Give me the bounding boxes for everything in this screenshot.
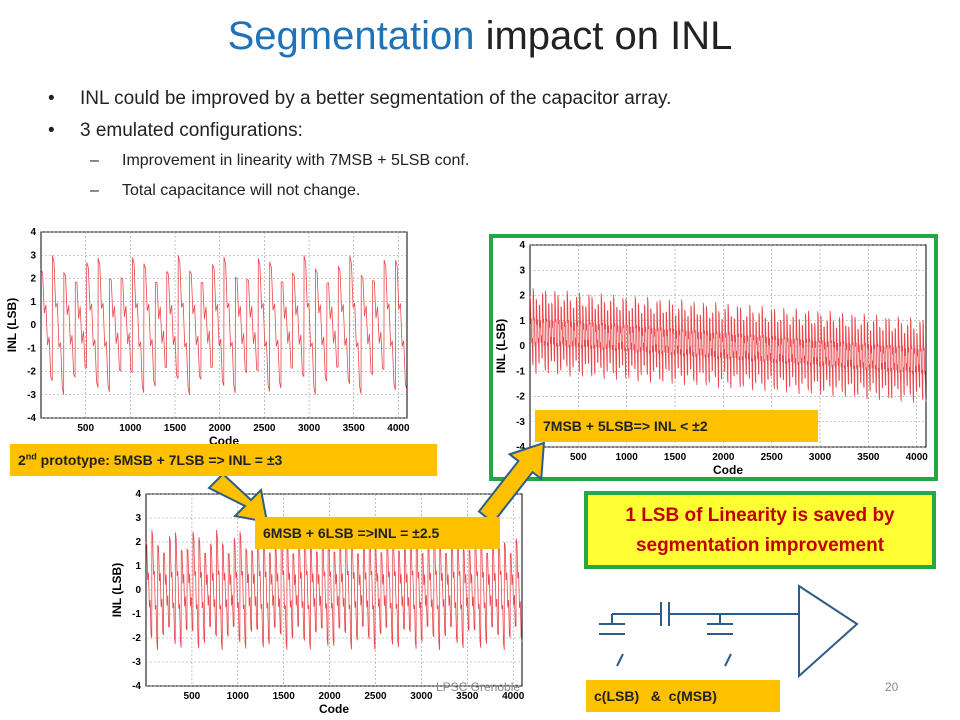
x-axis-label: Code	[319, 702, 349, 716]
x-tick-label: 500	[570, 452, 587, 463]
x-tick-label: 3500	[343, 423, 366, 434]
x-axis-label: Code	[713, 463, 743, 477]
y-tick-label: 1	[30, 297, 36, 308]
y-axis-label: INL (LSB)	[5, 298, 19, 352]
inl-series-line	[529, 288, 927, 403]
x-tick-label: 2500	[761, 452, 784, 463]
x-tick-label: 3500	[857, 452, 880, 463]
x-tick-label: 4000	[502, 691, 525, 702]
footer-page-number: 20	[885, 680, 899, 694]
bullet-2: • 3 emulated configurations:	[48, 120, 303, 141]
y-tick-label: -1	[27, 343, 36, 354]
x-tick-label: 4000	[906, 452, 929, 463]
x-tick-label: 1500	[664, 452, 687, 463]
y-tick-label: -4	[27, 413, 36, 424]
y-tick-label: -4	[132, 681, 141, 692]
inl-series-line	[145, 529, 523, 651]
y-axis-label: INL (LSB)	[110, 563, 124, 617]
y-tick-label: 3	[135, 513, 141, 524]
y-tick-label: -3	[27, 390, 36, 401]
y-tick-label: 3	[519, 265, 525, 276]
x-tick-label: 500	[184, 691, 201, 702]
sub-bullet-2-text: Total capacitance will not change.	[122, 182, 361, 199]
y-tick-label: -1	[516, 366, 525, 377]
y-tick-label: -2	[132, 633, 141, 644]
caps-label: c(LSB) & c(MSB)	[586, 680, 780, 712]
x-tick-label: 500	[77, 423, 94, 434]
inl-chart-5msb-7lsb: 500 1000 1500 2000 2500 3000 3500 4000 4 3 2 1 0 -1 -2…	[5, 227, 410, 448]
y-tick-label: -2	[516, 392, 525, 403]
x-tick-label: 2500	[364, 691, 387, 702]
sub-bullet-2: – Total capacitance will not change.	[90, 182, 361, 199]
y-tick-label: 2	[30, 274, 36, 285]
y-tick-label: 0	[135, 585, 141, 596]
sub-bullet-1: – Improvement in linearity with 7MSB + 5L…	[90, 152, 470, 169]
bullet-1: • INL could be improved by a better segme…	[48, 88, 672, 109]
y-tick-label: 0	[30, 320, 36, 331]
x-tick-label: 4000	[387, 423, 410, 434]
x-tick-label: 2500	[253, 423, 276, 434]
arrow-down-right-shape	[207, 472, 269, 524]
y-tick-label: -3	[132, 657, 141, 668]
x-tick-label: 2000	[209, 423, 232, 434]
mid-config-label: 6MSB + 6LSB =>INL = ±2.5	[255, 517, 500, 549]
x-tick-label: 1000	[616, 452, 639, 463]
callout-line-1: 1 LSB of Linearity is saved by	[625, 505, 895, 526]
x-tick-label: 2000	[712, 452, 735, 463]
x-tick-label: 3000	[298, 423, 321, 434]
best-config-label: 7MSB + 5LSB=> INL < ±2	[535, 410, 818, 442]
y-tick-label: -2	[27, 367, 36, 378]
y-tick-label: 1	[135, 561, 141, 572]
x-tick-label: 1500	[273, 691, 296, 702]
y-tick-label: 4	[519, 240, 525, 251]
callout-line-2: segmentation improvement	[635, 535, 885, 556]
y-tick-label: 2	[135, 537, 141, 548]
y-tick-label: 0	[519, 341, 525, 352]
y-tick-label: 2	[519, 291, 525, 302]
x-tick-label: 3000	[809, 452, 832, 463]
arrow-up-right	[477, 441, 546, 520]
y-tick-label: 4	[30, 227, 36, 238]
x-tick-label: 1500	[164, 423, 187, 434]
proto-label-prefix: 2	[18, 452, 26, 468]
y-tick-label: 4	[135, 489, 141, 500]
inl-series-line	[40, 255, 408, 395]
title-accent: Segmentation	[227, 14, 475, 58]
x-tick-label: 2000	[318, 691, 341, 702]
proto-label-rest: prototype: 5MSB + 7LSB => INL = ±3	[36, 452, 283, 468]
arrow-down-right	[207, 472, 269, 524]
y-tick-label: -3	[516, 417, 525, 428]
y-axis-label: INL (LSB)	[494, 319, 508, 373]
linearity-callout: 1 LSB of Linearity is saved by segmentat…	[584, 491, 936, 569]
x-tick-label: 3000	[410, 691, 433, 702]
capacitor-schematic	[599, 584, 859, 679]
bullet-2-text: 3 emulated configurations:	[80, 120, 303, 141]
x-tick-label: 1000	[119, 423, 142, 434]
bullet-1-text: INL could be improved by a better segmen…	[80, 88, 672, 109]
y-tick-label: 1	[519, 316, 525, 327]
arrow-up-right-shape	[477, 441, 546, 520]
slide-title: Segmentation impact on INL	[0, 14, 960, 59]
x-tick-label: 1000	[227, 691, 250, 702]
y-tick-label: -4	[516, 442, 525, 453]
best-config-frame	[489, 234, 938, 481]
y-tick-label: -1	[132, 609, 141, 620]
bullet-list: • INL could be improved by a better segme…	[48, 88, 928, 212]
title-rest: impact on INL	[485, 14, 733, 58]
proto-label: 2nd prototype: 5MSB + 7LSB => INL = ±3	[10, 444, 437, 476]
x-tick-label: 3500	[456, 691, 479, 702]
sub-bullet-1-text: Improvement in linearity with 7MSB + 5LS…	[122, 152, 470, 169]
proto-label-sup: nd	[25, 451, 37, 462]
footer-lab: LPSC Grenoble	[436, 680, 521, 694]
y-tick-label: 3	[30, 250, 36, 261]
